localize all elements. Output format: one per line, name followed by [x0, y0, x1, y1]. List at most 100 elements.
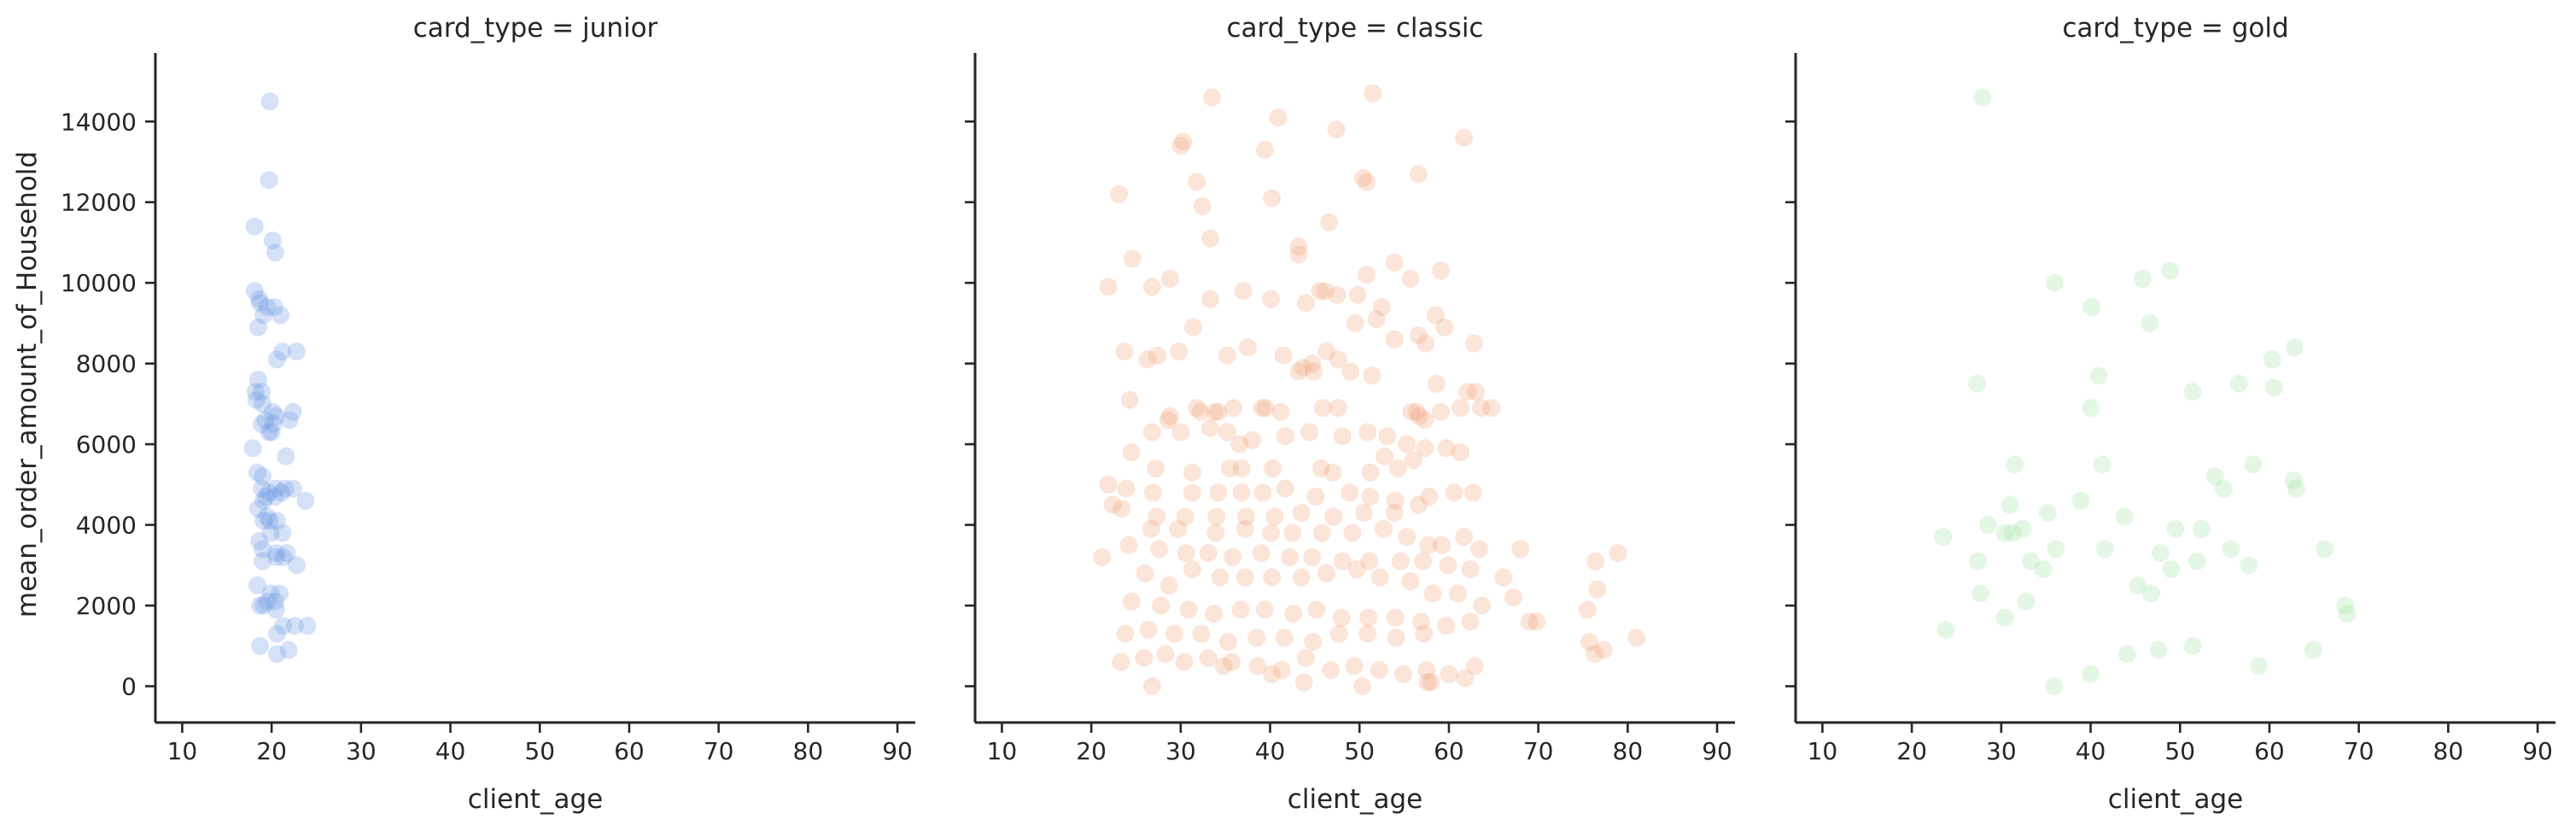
scatter-point	[2183, 383, 2202, 401]
scatter-point	[251, 294, 269, 313]
scatter-point	[266, 547, 285, 566]
scatter-point	[262, 423, 281, 442]
scatter-point	[1437, 617, 1456, 635]
scatter-point	[1253, 399, 1271, 418]
scatter-point	[1199, 648, 1218, 667]
scatter-point	[1209, 483, 1228, 502]
scatter-point	[1211, 568, 1230, 587]
x-tick-label: 50	[2164, 737, 2195, 765]
scatter-point	[1143, 483, 1162, 502]
scatter-point	[1220, 459, 1239, 477]
scatter-point	[1296, 294, 1315, 313]
scatter-point	[1364, 84, 1382, 102]
scatter-point	[2013, 519, 2032, 538]
scatter-point	[248, 500, 267, 518]
scatter-point	[1234, 282, 1253, 301]
scatter-point	[2336, 596, 2355, 615]
scatter-point	[1218, 423, 1236, 442]
x-tick-label: 30	[1986, 737, 2017, 765]
scatter-point	[266, 479, 285, 498]
scatter-point	[1456, 669, 1475, 688]
scatter-point	[1255, 600, 1274, 619]
x-axis-label: client_age	[1288, 784, 1422, 815]
scatter-point	[1594, 641, 1613, 659]
scatter-point	[1159, 576, 1178, 594]
scatter-point	[1152, 596, 1171, 615]
scatter-point	[1269, 108, 1288, 127]
scatter-point	[1176, 507, 1195, 526]
x-tick-label: 40	[2076, 737, 2106, 765]
scatter-point	[1174, 132, 1193, 151]
scatter-point	[1183, 483, 1201, 502]
scatter-point	[265, 298, 283, 316]
scatter-point	[254, 306, 273, 325]
y-tick-label: 2000	[76, 592, 137, 620]
scatter-point	[243, 439, 262, 458]
scatter-point	[1306, 488, 1325, 506]
scatter-point	[1402, 402, 1421, 421]
scatter-point	[1203, 88, 1221, 107]
scatter-point	[2046, 273, 2065, 292]
scatter-point	[1433, 535, 1452, 554]
scatter-point	[1420, 488, 1439, 506]
scatter-point	[283, 402, 302, 421]
scatter-point	[2166, 519, 2185, 538]
scatter-point	[1448, 584, 1467, 603]
scatter-point	[1281, 547, 1300, 566]
scatter-point	[248, 371, 267, 389]
scatter-point	[1103, 495, 1122, 514]
x-tick-label: 60	[2254, 737, 2285, 765]
scatter-point	[266, 592, 284, 611]
scatter-point	[266, 544, 285, 563]
scatter-point	[1142, 677, 1161, 695]
x-tick-label: 20	[256, 737, 287, 765]
scatter-point	[251, 636, 269, 655]
scatter-point	[1303, 547, 1322, 566]
scatter-point	[263, 231, 282, 250]
scatter-point	[287, 342, 306, 360]
scatter-point	[1470, 540, 1488, 559]
scatter-point	[1482, 399, 1501, 418]
scatter-point	[1387, 629, 1405, 647]
scatter-point	[1193, 197, 1212, 215]
scatter-point	[266, 488, 284, 506]
scatter-point	[1414, 552, 1433, 571]
scatter-point	[2284, 471, 2303, 490]
scatter-point	[1200, 418, 1219, 437]
scatter-point	[1385, 503, 1404, 522]
scatter-point	[1504, 588, 1522, 607]
scatter-point	[1432, 402, 1450, 421]
scatter-point	[1171, 137, 1190, 155]
scatter-point	[1345, 657, 1364, 676]
scatter-point	[1113, 500, 1131, 518]
scatter-point	[254, 552, 272, 571]
scatter-point	[258, 298, 277, 316]
scatter-point	[1223, 653, 1241, 671]
scatter-point	[280, 411, 299, 430]
scatter-point	[1307, 600, 1326, 619]
scatter-point	[2161, 261, 2180, 280]
scatter-point	[1398, 435, 1417, 454]
scatter-point	[254, 467, 272, 486]
scatter-point	[1119, 535, 1138, 554]
scatter-point	[1435, 318, 1454, 336]
scatter-point	[1363, 366, 1381, 385]
scatter-point	[1352, 677, 1371, 695]
scatter-point	[271, 584, 289, 603]
scatter-point	[2263, 350, 2281, 369]
scatter-point	[1472, 399, 1491, 418]
scatter-point	[263, 402, 282, 421]
scatter-point	[254, 596, 273, 615]
scatter-point	[2316, 540, 2334, 559]
x-tick-label: 40	[435, 737, 466, 765]
scatter-point	[1142, 519, 1160, 538]
scatter-point	[1317, 564, 1335, 582]
scatter-point	[1177, 544, 1195, 563]
scatter-point	[2304, 641, 2322, 659]
scatter-point	[1253, 483, 1272, 502]
scatter-point	[1292, 568, 1311, 587]
scatter-point	[1327, 120, 1346, 139]
scatter-point	[260, 512, 279, 530]
scatter-point	[1263, 189, 1282, 208]
scatter-point	[2017, 592, 2036, 611]
